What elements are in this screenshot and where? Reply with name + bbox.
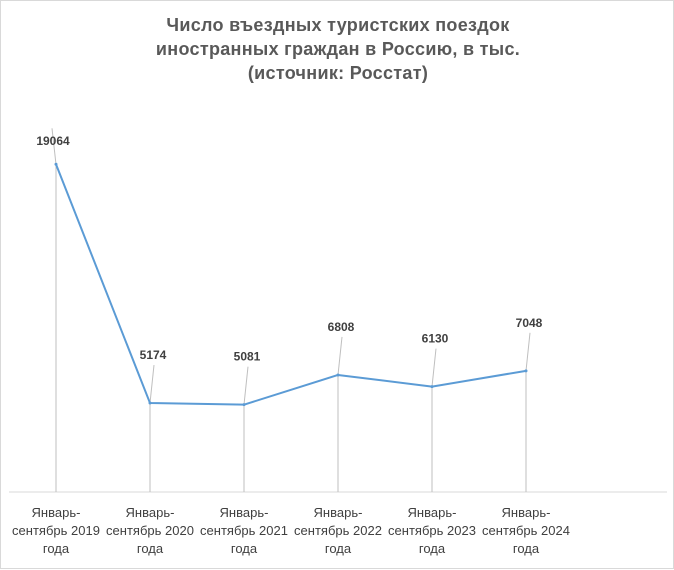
x-tick-label: Январь-сентябрь 2023 года [388,505,476,556]
series-line [55,163,527,406]
x-tick-label: Январь-сентябрь 2020 года [106,505,194,556]
chart-title-line-3: (источник: Росстат) [247,63,429,83]
chart-title-line-1: Число въездных туристских поездок [166,15,510,35]
data-label: 5081 [234,350,261,364]
leader-line [431,348,437,387]
leader-line [243,366,249,405]
x-tick-label: Январь-сентябрь 2024 года [482,505,570,556]
data-point [242,403,246,407]
leader-line [149,365,155,404]
data-point [54,162,58,166]
data-point [336,373,340,377]
leader-line [337,336,343,376]
x-tick-label: Январь-сентябрь 2019 года [12,505,100,556]
data-label: 6130 [422,332,449,346]
data-label: 19064 [36,134,70,148]
x-tick-label: Январь-сентябрь 2022 года [294,505,382,556]
data-label: 7048 [516,316,543,330]
chart-title: Число въездных туристских поездок иностр… [1,13,674,85]
data-point [148,401,152,405]
leader-line [525,332,531,371]
x-tick-label: Январь-сентябрь 2021 года [200,505,288,556]
data-label: 6808 [328,320,355,334]
chart-title-line-2: иностранных граждан в Россию, в тыс. [155,39,521,59]
data-point [430,385,434,389]
data-point [524,369,528,373]
leader-line [51,128,57,165]
data-label: 5174 [140,348,167,362]
